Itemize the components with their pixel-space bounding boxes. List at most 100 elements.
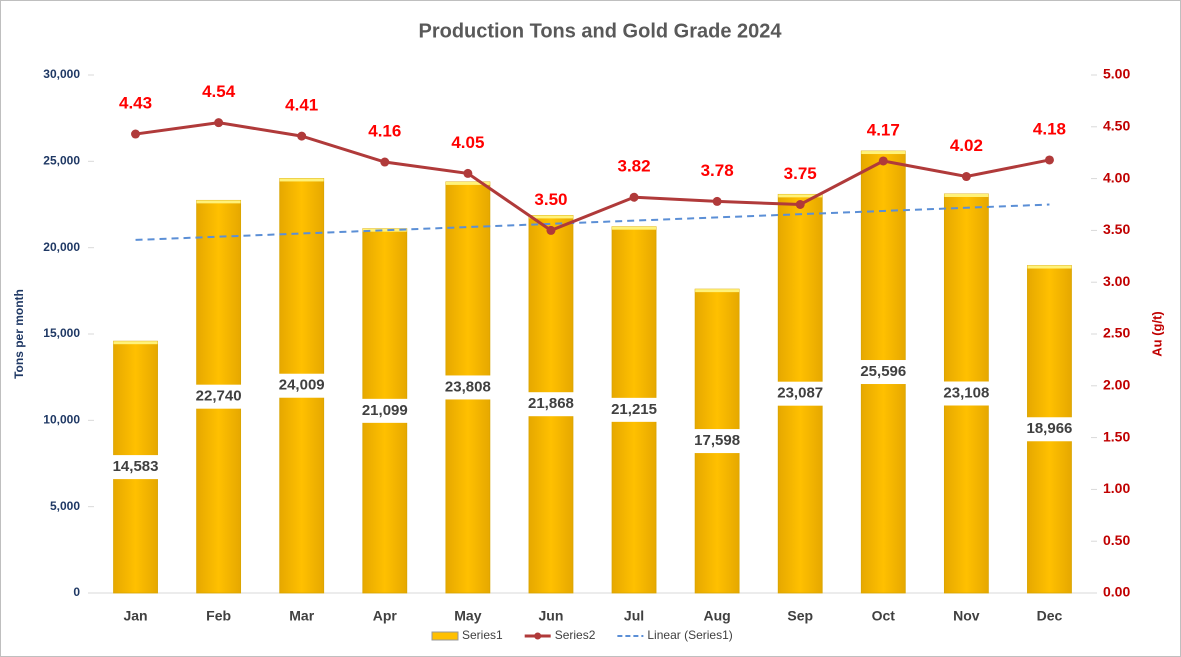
trendline bbox=[135, 203, 1050, 241]
x-tick-label: Jul bbox=[624, 608, 644, 624]
data-label-box bbox=[353, 398, 416, 423]
data-label: 21,215 bbox=[611, 401, 657, 418]
x-tick-label: Jun bbox=[539, 608, 564, 624]
x-tick-label: Mar bbox=[289, 608, 314, 624]
legend-label: Linear (Series1) bbox=[647, 628, 732, 642]
bar-top bbox=[944, 194, 989, 198]
y-tick-label: 5,000 bbox=[50, 499, 80, 513]
y2-tick-label: 5.00 bbox=[1103, 66, 1130, 82]
y2-tick-label: 4.00 bbox=[1103, 169, 1130, 185]
bar-top bbox=[778, 194, 823, 198]
legend-label: Series1 bbox=[462, 628, 503, 642]
y2-tick-label: 2.00 bbox=[1103, 377, 1130, 393]
y2-axis-title: Au (g/t) bbox=[1149, 311, 1164, 356]
bar-top bbox=[196, 200, 241, 204]
data-label: 4.18 bbox=[1033, 119, 1066, 138]
marker bbox=[878, 156, 888, 166]
data-label-box bbox=[935, 381, 998, 406]
y2-tick-label: 4.50 bbox=[1103, 118, 1130, 134]
data-label: 22,740 bbox=[196, 388, 242, 405]
data-label-box bbox=[104, 455, 167, 480]
data-label: 3.82 bbox=[617, 157, 650, 176]
y-tick-label: 0 bbox=[73, 585, 80, 599]
x-tick-label: Aug bbox=[704, 608, 731, 624]
data-label-box bbox=[187, 384, 250, 409]
data-label: 23,087 bbox=[777, 385, 823, 402]
data-label: 3.78 bbox=[701, 161, 734, 180]
bar-top bbox=[612, 226, 657, 230]
marker bbox=[1044, 155, 1054, 165]
y-tick-label: 10,000 bbox=[43, 413, 80, 427]
y-tick-label: 20,000 bbox=[43, 240, 80, 254]
legend-marker bbox=[534, 632, 542, 640]
data-label: 3.75 bbox=[784, 164, 817, 183]
data-label-box bbox=[436, 375, 499, 400]
x-tick-label: Feb bbox=[206, 608, 231, 624]
data-label: 23,108 bbox=[943, 384, 989, 401]
data-label: 4.16 bbox=[368, 122, 401, 141]
data-label: 21,868 bbox=[528, 395, 574, 412]
marker bbox=[629, 192, 639, 202]
x-tick-label: Apr bbox=[373, 608, 398, 624]
y2-tick-label: 2.50 bbox=[1103, 325, 1130, 341]
marker bbox=[131, 129, 141, 139]
data-label: 23,808 bbox=[445, 378, 491, 395]
bar-top bbox=[861, 151, 906, 155]
bar-top bbox=[528, 215, 573, 219]
y-tick-label: 30,000 bbox=[43, 67, 80, 81]
x-tick-label: Nov bbox=[953, 608, 980, 624]
data-label: 4.41 bbox=[285, 96, 318, 115]
marker bbox=[961, 172, 971, 182]
y2-tick-label: 0.00 bbox=[1103, 584, 1130, 600]
x-tick-label: Oct bbox=[872, 608, 896, 624]
data-label-box bbox=[852, 360, 915, 385]
data-label-box bbox=[686, 429, 749, 454]
marker bbox=[712, 196, 722, 206]
x-tick-label: Dec bbox=[1037, 608, 1063, 624]
data-label-box bbox=[519, 392, 582, 417]
y2-tick-label: 3.00 bbox=[1103, 273, 1130, 289]
bar-top bbox=[1027, 265, 1072, 269]
legend-swatch bbox=[431, 631, 459, 641]
data-label: 4.54 bbox=[202, 82, 236, 101]
marker bbox=[463, 168, 473, 178]
data-label: 4.43 bbox=[119, 94, 152, 113]
bar-top bbox=[279, 178, 324, 182]
x-tick-label: Sep bbox=[787, 608, 813, 624]
y2-tick-label: 1.00 bbox=[1103, 480, 1130, 496]
bar-top bbox=[113, 341, 158, 345]
x-tick-label: May bbox=[454, 608, 481, 624]
data-label: 4.05 bbox=[451, 133, 484, 152]
marker bbox=[380, 157, 390, 167]
y-axis-title: Tons per month bbox=[12, 289, 26, 379]
data-label: 25,596 bbox=[860, 363, 906, 380]
marker bbox=[795, 200, 805, 209]
data-label: 4.17 bbox=[867, 120, 900, 139]
chart-title: Production Tons and Gold Grade 2024 bbox=[418, 20, 782, 42]
marker bbox=[297, 131, 307, 141]
y2-tick-label: 1.50 bbox=[1103, 428, 1130, 444]
data-label-box bbox=[270, 373, 333, 398]
bar-top bbox=[695, 289, 740, 293]
data-label: 4.02 bbox=[950, 136, 983, 155]
bar-top bbox=[362, 228, 407, 232]
data-label: 3.50 bbox=[534, 190, 567, 209]
y-tick-label: 25,000 bbox=[43, 154, 80, 168]
data-label: 18,966 bbox=[1027, 420, 1073, 437]
data-label: 14,583 bbox=[113, 458, 159, 475]
data-label: 21,099 bbox=[362, 402, 408, 419]
data-label-box bbox=[1018, 417, 1081, 442]
marker bbox=[214, 118, 224, 128]
line bbox=[135, 121, 1050, 233]
x-tick-label: Jan bbox=[123, 608, 147, 624]
y-tick-label: 15,000 bbox=[43, 326, 80, 340]
marker bbox=[546, 225, 556, 235]
data-label-box bbox=[603, 397, 666, 422]
y2-tick-label: 0.50 bbox=[1103, 532, 1130, 548]
bar-top bbox=[445, 181, 490, 185]
legend-label: Series2 bbox=[555, 628, 596, 642]
data-label: 24,009 bbox=[279, 377, 325, 394]
y2-tick-label: 3.50 bbox=[1103, 221, 1130, 237]
